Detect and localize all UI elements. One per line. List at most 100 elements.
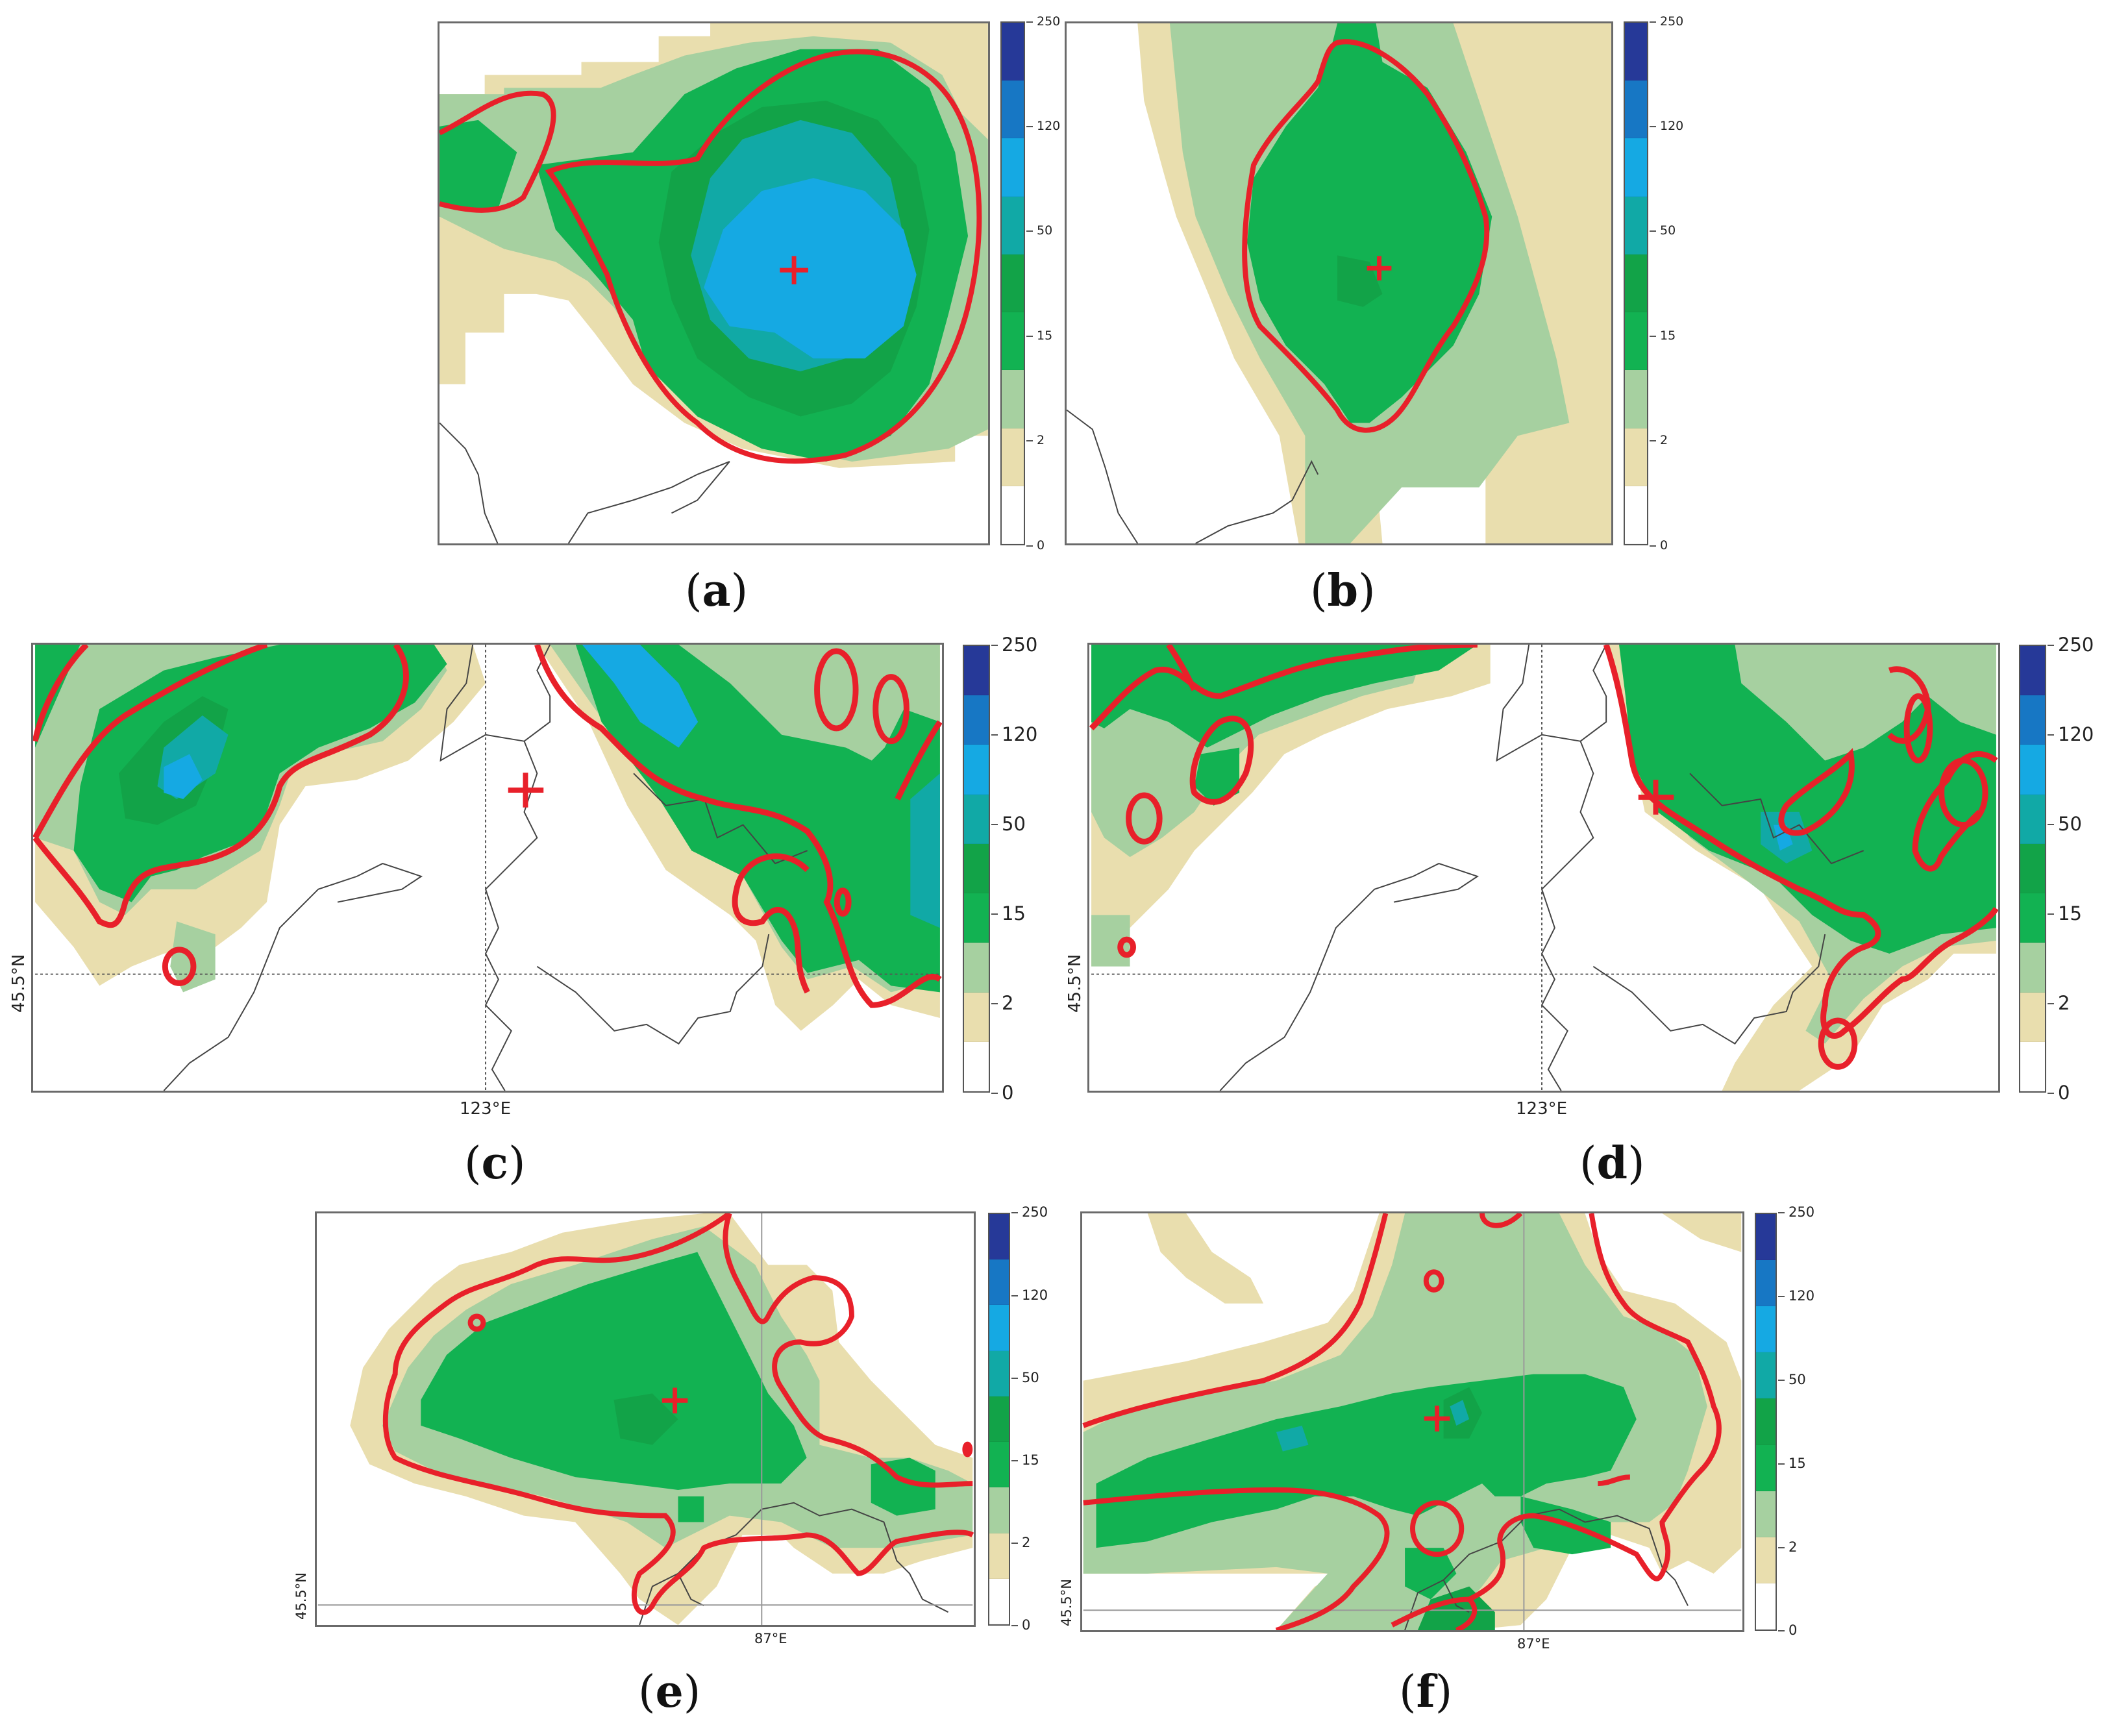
panel-caption-e: (e)	[638, 1666, 701, 1718]
colorbar-b-swatch-5	[1625, 312, 1647, 371]
colorbar-e-swatch-5	[989, 1442, 1009, 1488]
panel-caption-d: (d)	[1579, 1137, 1645, 1189]
colorbar-f-swatch-3	[1756, 1352, 1776, 1399]
map-d	[1087, 643, 2000, 1093]
colorbar-a	[1000, 21, 1025, 545]
precip-field-d	[1091, 645, 1996, 1091]
colorbar-e-tick-0: 0	[1011, 1617, 1031, 1633]
colorbar-e-swatch-4	[989, 1396, 1009, 1443]
storm-center-marker-c	[508, 773, 544, 808]
colorbar-a-tick-250: 250	[1026, 14, 1061, 29]
colorbar-b-tick-0: 0	[1649, 538, 1668, 552]
colorbar-f-swatch-1	[1756, 1260, 1776, 1307]
country-border-b	[1067, 409, 1319, 543]
colorbar-a-swatch-8	[1002, 486, 1024, 544]
lon-label-d: 123°E	[1516, 1099, 1568, 1119]
colorbar-d-tick-0: 0	[2047, 1081, 2070, 1104]
lat-label-c: 45.5°N	[9, 954, 29, 1013]
colorbar-b-swatch-2	[1625, 138, 1647, 197]
map-d-canvas	[1089, 645, 1998, 1091]
colorbar-a-swatch-0	[1002, 23, 1024, 81]
colorbar-f-tick-15: 15	[1778, 1455, 1806, 1471]
country-border-c	[163, 645, 808, 1091]
lon-label-e: 87°E	[754, 1631, 787, 1646]
colorbar-d	[2019, 645, 2046, 1093]
colorbar-e-tick-50: 50	[1011, 1369, 1039, 1385]
colorbar-d-tick-15: 15	[2048, 902, 2082, 924]
colorbar-f-tick-2: 2	[1777, 1539, 1798, 1555]
map-b	[1065, 21, 1613, 545]
colorbar-a-swatch-5	[1002, 312, 1024, 371]
colorbar-e-tick-250: 250	[1011, 1204, 1048, 1221]
panel-caption-f: (f)	[1399, 1666, 1453, 1718]
map-e	[315, 1211, 976, 1627]
colorbar-b	[1624, 21, 1648, 545]
panel-caption-c: (c)	[464, 1137, 526, 1189]
colorbar-b-swatch-8	[1625, 486, 1647, 544]
colorbar-e-swatch-2	[989, 1305, 1009, 1351]
colorbar-c-swatch-6	[964, 943, 989, 993]
colorbar-f-tick-0: 0	[1777, 1622, 1798, 1639]
colorbar-a-tick-120: 120	[1026, 119, 1061, 133]
precip-field-c	[35, 645, 940, 1031]
lat-label-e: 45.5°N	[293, 1572, 309, 1620]
colorbar-b-tick-15: 15	[1649, 328, 1676, 343]
colorbar-f-swatch-8	[1756, 1583, 1776, 1630]
colorbar-b-swatch-0	[1625, 23, 1647, 81]
map-a-canvas	[439, 23, 988, 543]
country-border-a	[439, 422, 730, 543]
colorbar-c-tick-15: 15	[991, 902, 1026, 924]
panel-caption-a: (a)	[685, 565, 749, 617]
contour-line-b	[1242, 39, 1490, 433]
colorbar-d-tick-120: 120	[2047, 723, 2094, 745]
colorbar-f-tick-50: 50	[1778, 1372, 1806, 1387]
lon-label-c: 123°E	[460, 1099, 512, 1119]
colorbar-f-tick-250: 250	[1777, 1204, 1815, 1221]
colorbar-b-tick-50: 50	[1649, 223, 1676, 238]
contour-line-e	[382, 1213, 974, 1615]
colorbar-c-swatch-4	[964, 843, 989, 894]
colorbar-b-swatch-3	[1625, 196, 1647, 254]
map-a	[438, 21, 990, 545]
colorbar-c-tick-250: 250	[991, 633, 1038, 656]
map-f	[1080, 1211, 1744, 1632]
colorbar-a-tick-2: 2	[1026, 433, 1045, 448]
panel-caption-b: (b)	[1310, 565, 1376, 617]
colorbar-f	[1755, 1213, 1777, 1631]
contour-line-a	[439, 49, 982, 464]
graticule-f	[1083, 1213, 1742, 1630]
map-e-canvas	[317, 1213, 974, 1625]
colorbar-f-swatch-6	[1756, 1491, 1776, 1537]
colorbar-c-tick-50: 50	[991, 812, 1026, 835]
colorbar-c	[963, 645, 990, 1093]
colorbar-f-swatch-4	[1756, 1398, 1776, 1445]
colorbar-b-tick-2: 2	[1649, 433, 1668, 448]
colorbar-b-swatch-7	[1625, 428, 1647, 486]
lat-label-d: 45.5°N	[1065, 954, 1085, 1013]
colorbar-e-swatch-1	[989, 1259, 1009, 1306]
colorbar-c-swatch-2	[964, 745, 989, 795]
storm-center-marker-e	[662, 1387, 688, 1414]
colorbar-e-tick-15: 15	[1011, 1452, 1039, 1468]
colorbar-a-swatch-4	[1002, 254, 1024, 313]
colorbar-a-swatch-6	[1002, 370, 1024, 428]
colorbar-b-tick-250: 250	[1649, 14, 1684, 29]
storm-center-marker-b	[1367, 256, 1392, 281]
colorbar-d-tick-250: 250	[2047, 633, 2094, 656]
colorbar-f-swatch-7	[1756, 1537, 1776, 1583]
colorbar-c-swatch-3	[964, 794, 989, 844]
map-b-canvas	[1067, 23, 1611, 543]
colorbar-d-swatch-5	[2020, 893, 2045, 943]
colorbar-d-tick-50: 50	[2048, 812, 2082, 835]
storm-center-marker-a	[780, 256, 808, 284]
colorbar-c-tick-2: 2	[991, 991, 1014, 1014]
colorbar-e	[988, 1213, 1010, 1626]
colorbar-f-swatch-5	[1756, 1445, 1776, 1491]
graticule-d	[1091, 645, 1996, 1091]
graticule-c	[35, 645, 940, 1091]
colorbar-c-tick-120: 120	[991, 723, 1038, 745]
colorbar-d-swatch-4	[2020, 843, 2045, 894]
colorbar-a-swatch-1	[1002, 81, 1024, 139]
contour-line-c	[33, 645, 942, 1008]
map-f-canvas	[1082, 1213, 1742, 1630]
